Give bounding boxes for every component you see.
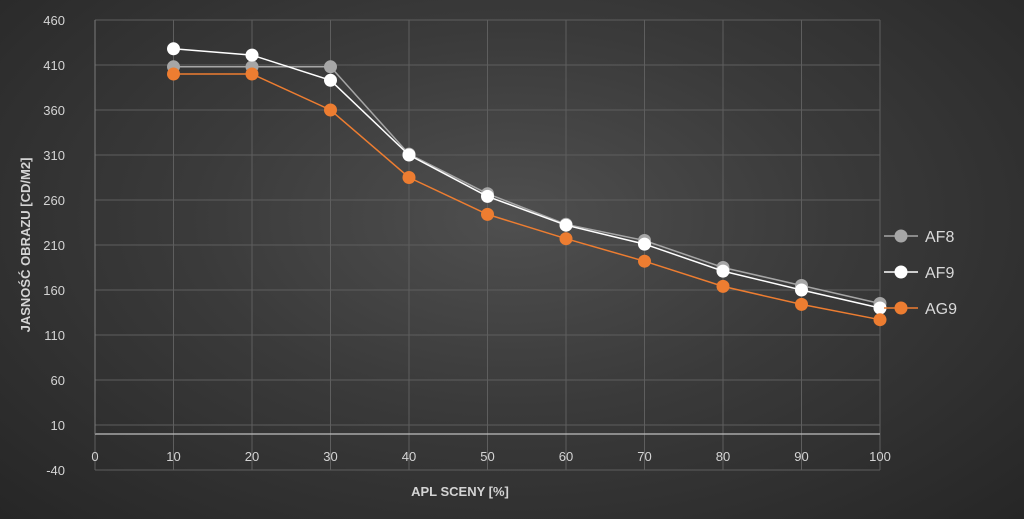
x-tick-label: 20 [245, 449, 259, 464]
x-tick-label: 40 [402, 449, 416, 464]
data-point-ag9 [324, 103, 337, 117]
legend-marker-af9 [894, 265, 908, 279]
series-af9 [167, 42, 887, 315]
x-tick-label: 80 [716, 449, 730, 464]
y-tick-label: 360 [43, 103, 65, 118]
legend-label-af8: AF8 [925, 229, 954, 246]
legend-label-ag9: AG9 [925, 301, 957, 318]
data-point-af9 [559, 218, 573, 232]
x-tick-label: 90 [794, 449, 808, 464]
data-point-ag9 [245, 67, 259, 81]
data-point-ag9 [167, 67, 180, 81]
y-tick-label: 310 [43, 148, 65, 163]
x-axis-title: APL SCENY [%] [411, 484, 509, 499]
data-point-ag9 [402, 171, 416, 184]
series-line-ag9 [173, 73, 881, 321]
x-tick-label: 50 [480, 449, 494, 464]
legend: AF8 AF9 AG9 [884, 229, 957, 318]
data-point-ag9 [559, 232, 573, 246]
series-line-af8 [173, 66, 881, 305]
data-point-af9 [873, 301, 887, 315]
y-tick-label: 110 [44, 328, 65, 343]
series-af8 [167, 60, 887, 310]
y-tick-label: 460 [43, 13, 65, 28]
legend-item-ag9: AG9 [884, 301, 957, 318]
data-point-af9 [324, 73, 337, 87]
axes [94, 20, 880, 435]
data-point-af9 [481, 189, 494, 203]
y-tick-label: 60 [51, 373, 65, 388]
y-axis-title: JASNOŚĆ OBRAZU [CD/M2] [18, 158, 33, 333]
data-point-ag9 [481, 207, 494, 221]
legend-marker-af8 [894, 229, 908, 243]
x-tick-label: 0 [91, 449, 98, 464]
y-tick-label: -40 [46, 463, 65, 478]
data-point-af9 [402, 148, 416, 162]
y-tick-label: 260 [43, 193, 65, 208]
x-tick-label: 70 [637, 449, 651, 464]
y-tick-label: 160 [43, 283, 65, 298]
data-point-ag9 [873, 313, 887, 327]
legend-label-af9: AF9 [925, 265, 954, 282]
data-point-ag9 [638, 254, 651, 268]
x-tick-label: 100 [869, 449, 891, 464]
series-line-af9 [173, 48, 881, 309]
data-point-ag9 [716, 279, 730, 293]
data-point-af8 [324, 60, 337, 74]
y-tick-label: 10 [51, 418, 65, 433]
data-point-ag9 [795, 297, 808, 311]
data-point-af9 [245, 48, 259, 62]
legend-marker-ag9 [894, 301, 908, 315]
data-point-af9 [638, 237, 651, 251]
legend-item-af8: AF8 [884, 229, 954, 246]
tick-labels: -40 10 60 110 160 210 260 310 360 410 460 0 10 20 30 40… [43, 13, 891, 478]
series-ag9 [167, 67, 887, 327]
x-tick-label: 10 [166, 449, 180, 464]
series-group [167, 42, 887, 327]
data-point-af9 [167, 42, 180, 56]
data-point-af9 [795, 283, 808, 297]
data-point-af9 [716, 264, 730, 278]
x-tick-label: 30 [323, 449, 337, 464]
x-tick-label: 60 [559, 449, 573, 464]
y-tick-label: 410 [43, 58, 65, 73]
y-tick-label: 210 [43, 238, 65, 253]
grid [94, 19, 881, 471]
legend-item-af9: AF9 [884, 265, 954, 282]
